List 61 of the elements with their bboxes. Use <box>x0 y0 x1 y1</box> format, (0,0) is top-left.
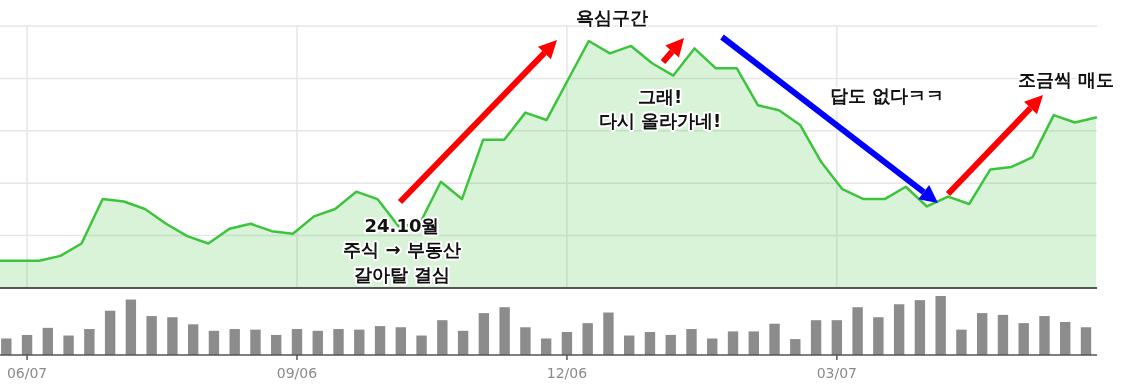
bar <box>1039 316 1050 355</box>
bar <box>1060 321 1071 355</box>
bar <box>167 317 178 355</box>
bar <box>63 335 74 355</box>
bar <box>603 312 614 355</box>
bar <box>561 331 573 355</box>
bar <box>84 329 95 355</box>
bar <box>478 313 490 355</box>
text: 욕심구간 <box>576 7 648 28</box>
bar <box>644 331 656 355</box>
bar <box>665 334 676 355</box>
bar <box>831 320 843 355</box>
bar <box>1018 323 1029 355</box>
bar <box>271 334 282 355</box>
bar <box>935 296 946 355</box>
bar <box>42 327 54 355</box>
bar <box>499 307 510 355</box>
bar <box>893 304 905 355</box>
annotation: 그래! 다시 올라가네! <box>598 86 722 132</box>
bar <box>997 314 1009 355</box>
bar <box>457 330 469 355</box>
bar <box>727 331 739 355</box>
bar <box>291 329 303 355</box>
bar <box>333 329 344 355</box>
bar <box>1080 327 1092 355</box>
bar <box>416 335 427 355</box>
bar <box>914 300 926 355</box>
bar <box>520 327 531 355</box>
bar <box>540 338 552 355</box>
x-tick-label: 06/07 <box>6 365 48 381</box>
bar <box>686 329 697 355</box>
annotation: 조금씩 매도 <box>1017 69 1115 90</box>
bar <box>810 320 822 355</box>
bar <box>187 324 199 355</box>
bar <box>312 330 323 355</box>
bar <box>437 320 448 355</box>
x-tick-label: 12/06 <box>546 365 588 381</box>
bar <box>707 338 718 355</box>
bar <box>769 323 780 355</box>
bar <box>374 326 386 355</box>
bar <box>790 339 801 355</box>
bar <box>873 317 884 355</box>
bar <box>125 299 137 355</box>
bar <box>250 329 261 355</box>
bar <box>582 323 593 355</box>
bar <box>395 327 406 355</box>
bar <box>146 316 157 355</box>
bar <box>21 334 33 355</box>
bar <box>229 329 240 355</box>
bar <box>976 313 988 355</box>
x-tick-label: 09/06 <box>276 365 318 381</box>
bar <box>852 307 863 355</box>
bar <box>748 331 759 355</box>
annotation: 24.10월 주식 → 부동산 갈아탈 결심 <box>343 215 461 285</box>
bar <box>104 310 116 355</box>
bar <box>1 338 12 355</box>
annotation: 답도 없다ㅋㅋ <box>829 85 945 106</box>
bar <box>956 329 967 355</box>
x-tick-label: 03/07 <box>816 365 858 381</box>
bar <box>208 330 220 355</box>
bar <box>354 329 365 355</box>
